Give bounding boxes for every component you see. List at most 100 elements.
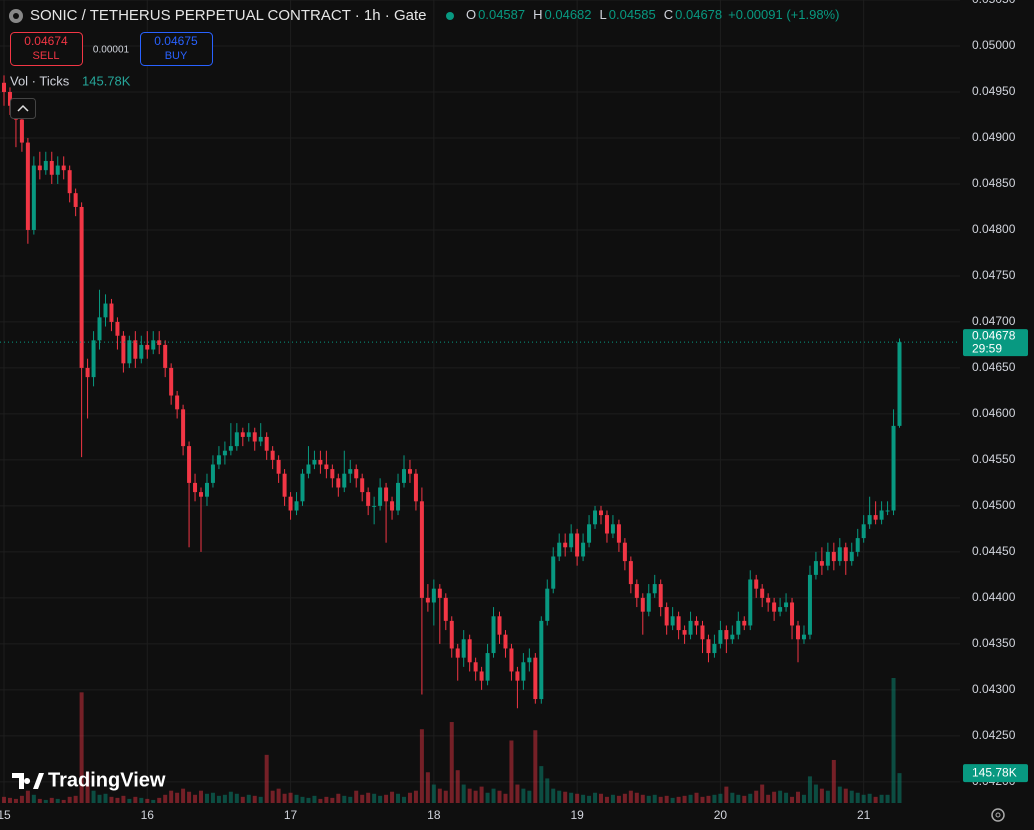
candle-body	[831, 551, 836, 562]
settings[interactable]	[991, 808, 1005, 822]
candle-body	[31, 165, 36, 230]
candle-body	[706, 639, 711, 654]
y-tick-label: 0.04950	[972, 84, 1016, 98]
volume-bar	[736, 794, 741, 803]
candle-body	[491, 616, 496, 654]
volume-value-box	[963, 764, 1028, 783]
y-tick-label: 0.04400	[972, 590, 1016, 604]
volume-bar	[324, 796, 329, 803]
candle-body	[246, 432, 251, 437]
volume-bar	[204, 793, 209, 803]
candle-body	[73, 193, 78, 207]
volume-bar	[640, 794, 645, 803]
candle-body	[43, 160, 48, 171]
volume-bar	[593, 792, 598, 803]
volume-bar	[533, 730, 538, 803]
y-tick-label: 0.04500	[972, 498, 1016, 512]
volume-bar	[354, 790, 359, 803]
candle-body	[652, 584, 657, 594]
candle-body	[67, 170, 72, 194]
candle-body	[270, 450, 275, 460]
candle-body	[396, 482, 401, 511]
candle-body	[736, 620, 741, 635]
volume-bar	[437, 788, 442, 803]
volume-bar	[336, 793, 341, 803]
volume-bar	[49, 797, 54, 803]
collapse-button[interactable]	[10, 98, 36, 119]
candle-body	[187, 446, 192, 483]
volume-bar	[25, 790, 30, 803]
ohlc-value: 0.04682	[545, 7, 592, 22]
candle-body	[867, 515, 872, 525]
volume-bar	[7, 797, 12, 803]
candle-body	[634, 584, 639, 598]
volume-bar	[545, 778, 550, 803]
buy-label: BUY	[165, 50, 188, 62]
volume-bar	[831, 759, 836, 803]
candle-body	[401, 469, 406, 483]
volume-bar	[503, 793, 508, 803]
volume-bar	[252, 795, 257, 803]
buy-price: 0.04675	[154, 34, 198, 48]
volume-bar	[169, 790, 174, 803]
candle-body	[527, 657, 532, 663]
candle-body	[778, 607, 783, 612]
candle-body	[85, 367, 90, 378]
last-price-box	[963, 329, 1028, 357]
volume-bar	[676, 796, 681, 803]
candle-body	[724, 630, 729, 640]
sell-label: SELL	[33, 50, 60, 62]
volume-bar	[163, 794, 168, 803]
x-tick-label: 17	[284, 808, 298, 822]
sell-button[interactable]	[10, 32, 83, 66]
y-tick-label: 0.05000	[972, 38, 1016, 52]
volume-bar	[491, 788, 496, 803]
volume-bar	[366, 792, 371, 803]
candle-body	[312, 459, 317, 465]
volume-bar	[234, 793, 239, 803]
volume-bar	[616, 795, 621, 803]
volume-bar	[801, 794, 806, 803]
volume-bar	[790, 796, 795, 803]
candle-body	[688, 620, 693, 635]
volume-bar	[610, 794, 615, 803]
candle-body	[282, 473, 287, 497]
candle-body	[193, 482, 198, 493]
candle-body	[204, 482, 209, 497]
candle-body	[515, 671, 520, 681]
candle-body	[139, 344, 144, 359]
volume-bar	[670, 797, 675, 803]
volume-bar	[479, 786, 484, 803]
volume-bar	[628, 790, 633, 803]
candle-body	[766, 597, 771, 603]
volume-bar	[431, 784, 436, 803]
volume-bar	[79, 692, 84, 803]
settings-icon[interactable]	[991, 808, 1005, 822]
volume-bar	[401, 796, 406, 803]
candle-body	[610, 524, 615, 534]
volume-bar	[330, 797, 335, 803]
candle-body	[19, 119, 24, 143]
candle-body	[55, 165, 60, 175]
volume-bar	[407, 792, 412, 803]
volume-bar	[151, 799, 156, 803]
volume-bar	[575, 793, 580, 803]
y-tick-label: 0.04550	[972, 452, 1016, 466]
candle-body	[801, 634, 806, 640]
volume-bar	[796, 791, 801, 803]
volume-bar	[43, 799, 48, 803]
candle-body	[300, 473, 305, 502]
volume-bar	[31, 794, 36, 803]
volume-bar	[121, 795, 126, 803]
candle-body	[539, 620, 544, 700]
buy-button[interactable]	[140, 32, 213, 66]
spread: 0.00001	[93, 45, 130, 56]
candle-body	[384, 487, 389, 502]
candle-body	[479, 671, 484, 681]
volume-bar	[563, 791, 568, 803]
candle-body	[294, 501, 299, 511]
volume-bar	[2, 796, 6, 803]
candle-body	[461, 639, 466, 658]
